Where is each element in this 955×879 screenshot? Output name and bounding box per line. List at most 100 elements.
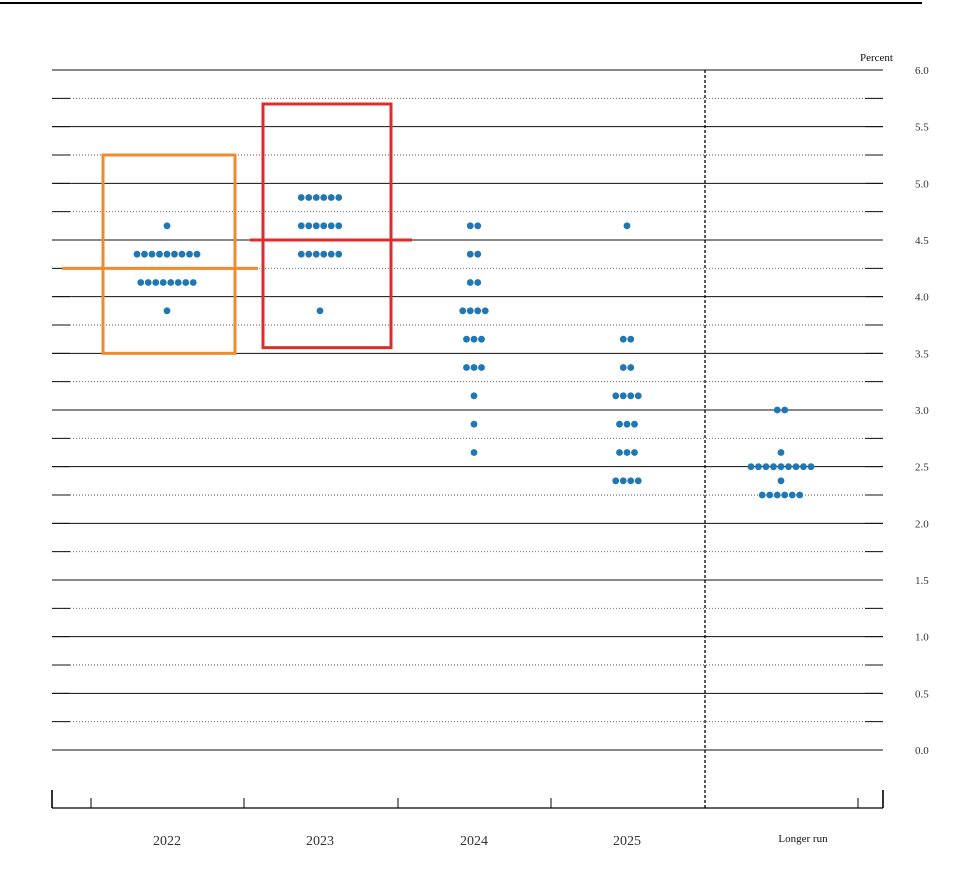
dot — [470, 392, 478, 400]
y-tick-label: 4.5 — [915, 235, 929, 247]
dot — [327, 222, 335, 230]
dot — [474, 307, 482, 315]
dot — [156, 250, 163, 258]
x-category-label: 2024 — [460, 834, 488, 849]
dot — [174, 279, 182, 286]
dot — [171, 250, 178, 258]
dot — [616, 420, 623, 428]
dot — [159, 279, 167, 286]
dot — [466, 222, 474, 230]
dot — [773, 406, 781, 414]
dot — [777, 449, 785, 456]
dot — [481, 307, 489, 315]
dot — [459, 307, 467, 315]
dot — [463, 364, 470, 371]
y-tick-label: 2.5 — [915, 462, 929, 474]
dot — [335, 222, 343, 230]
dot — [770, 463, 777, 471]
dot — [463, 335, 470, 343]
dot — [619, 477, 627, 485]
dot — [327, 194, 335, 201]
dot — [623, 222, 631, 230]
dot — [773, 491, 781, 499]
dot — [297, 222, 305, 230]
dot — [619, 335, 627, 343]
dot — [474, 222, 482, 230]
dot — [627, 392, 635, 400]
gridlines — [52, 69, 883, 751]
dot — [616, 449, 623, 456]
dot — [316, 307, 324, 315]
dot — [627, 364, 635, 371]
dot — [619, 364, 627, 371]
dot — [152, 279, 160, 286]
dot — [612, 477, 620, 485]
dot — [634, 477, 642, 485]
x-category-label: 2022 — [153, 834, 181, 849]
x-category-label: Longer run — [778, 833, 828, 845]
y-tick-label: 3.5 — [915, 348, 929, 360]
dot — [788, 491, 796, 499]
dot — [623, 449, 631, 456]
dot — [478, 364, 485, 371]
dot — [335, 250, 343, 258]
x-category-label: 2025 — [613, 834, 641, 849]
dot — [305, 250, 313, 258]
dot — [634, 392, 642, 400]
dot — [777, 463, 785, 471]
dot — [193, 250, 201, 258]
y-tick-label: 1.5 — [915, 575, 929, 587]
y-tick-label: 0.5 — [915, 688, 929, 700]
dot — [466, 250, 474, 258]
dot — [612, 392, 620, 400]
dot — [623, 420, 631, 428]
dot — [470, 420, 478, 428]
dot — [312, 250, 320, 258]
y-tick-label: 4.0 — [915, 292, 929, 304]
dot — [792, 463, 800, 471]
dot — [189, 279, 197, 286]
y-tick-label: 3.0 — [915, 405, 929, 417]
dot — [747, 463, 755, 471]
dot — [478, 335, 485, 343]
y-tick-label: 2.0 — [915, 518, 929, 530]
dot — [466, 279, 474, 286]
dots — [133, 194, 815, 499]
y-tick-label: 5.0 — [915, 178, 929, 190]
dot — [781, 406, 789, 414]
dot — [800, 463, 807, 471]
dot — [182, 279, 190, 286]
dot — [474, 250, 482, 258]
dot — [320, 222, 328, 230]
unit-label: Percent — [860, 52, 893, 64]
y-tick-label: 0.0 — [915, 745, 929, 757]
y-tick-label: 1.0 — [915, 632, 929, 644]
x-category-label: 2023 — [306, 834, 334, 849]
dot — [627, 477, 635, 485]
dot — [312, 194, 320, 201]
dot — [785, 463, 792, 471]
highlight-box — [261, 102, 393, 350]
dot — [186, 250, 193, 258]
x-axis: 2022 2023 2024 2025 Longer run — [51, 790, 884, 849]
dot — [133, 250, 141, 258]
dot — [627, 335, 635, 343]
highlight-annotations — [62, 102, 412, 355]
dot — [470, 335, 478, 343]
dot — [327, 250, 335, 258]
dot — [305, 222, 313, 230]
dot — [758, 491, 766, 499]
dot — [320, 194, 328, 201]
dot — [297, 250, 305, 258]
dot — [796, 491, 804, 499]
dot — [178, 250, 186, 258]
dot — [619, 392, 627, 400]
y-axis-ticks: 0.0 0.5 1.0 1.5 2.0 2.5 3.0 3.5 4.0 4.5 5.0 5.5 6.0 — [915, 65, 929, 757]
dot — [144, 279, 152, 286]
dot — [141, 250, 148, 258]
dot — [777, 477, 785, 485]
dot — [163, 307, 171, 315]
dot — [163, 250, 171, 258]
dot — [466, 307, 474, 315]
